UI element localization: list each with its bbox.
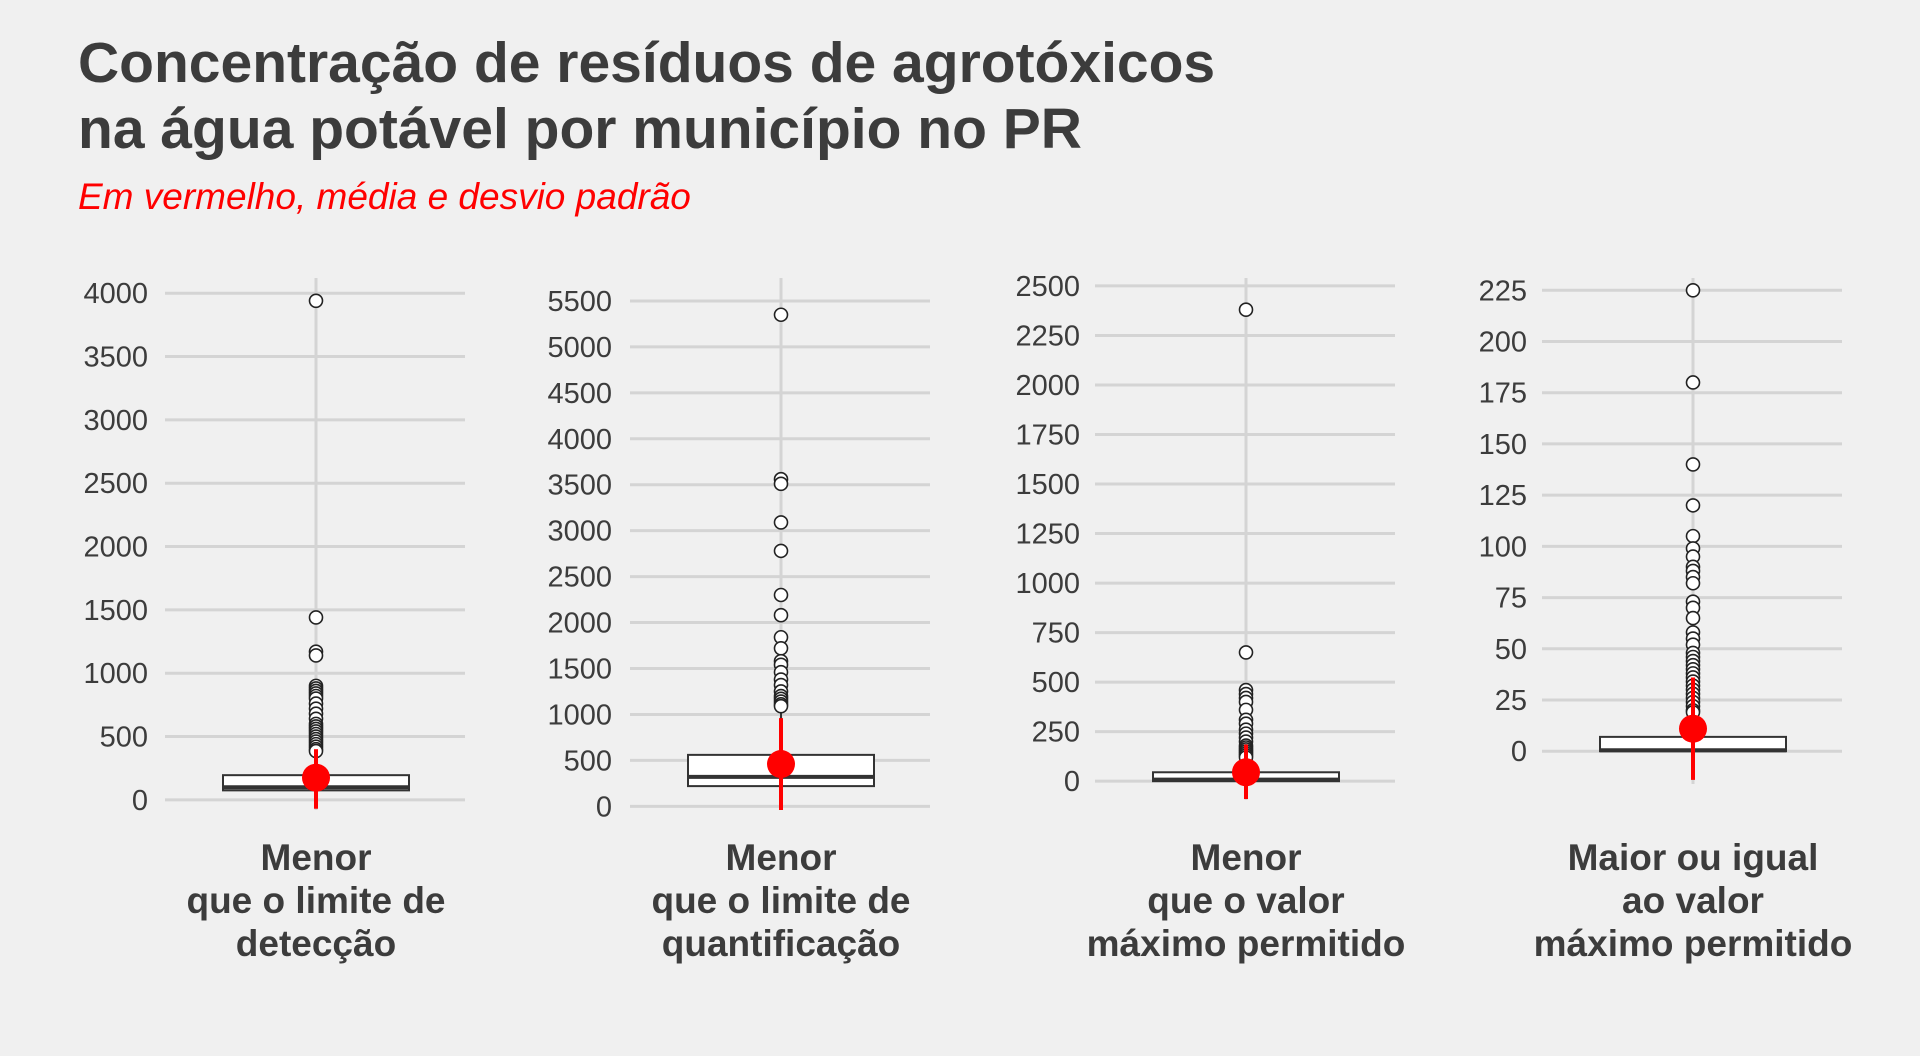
outlier-point-panel-1-3 xyxy=(308,648,324,663)
y-tick-label-panel-2-2: 1000 xyxy=(547,699,612,731)
chart-title-line-1: Concentração de resíduos de agrotóxicos xyxy=(78,31,1216,95)
y-tick-label-panel-1-0: 0 xyxy=(132,785,148,817)
y-tick-label-panel-3-9: 2250 xyxy=(1015,320,1080,352)
y-tick-label-panel-4-9: 225 xyxy=(1479,275,1527,307)
category-label-panel-4-line-3: máximo permitido xyxy=(1534,923,1853,964)
y-tick-label-panel-3-2: 500 xyxy=(1032,667,1080,699)
outlier-point-panel-4-0 xyxy=(1685,282,1701,298)
y-tick-label-panel-3-8: 2000 xyxy=(1015,370,1080,402)
category-label-panel-3-line-1: Menor xyxy=(1191,837,1302,878)
chart-title: Concentração de resíduos de agrotóxicos … xyxy=(78,30,1478,162)
y-tick-label-panel-2-1: 500 xyxy=(564,745,612,777)
mean-point-panel-1 xyxy=(302,763,330,792)
y-tick-label-panel-2-9: 4500 xyxy=(547,378,612,410)
category-label-panel-4-line-1: Maior ou igual xyxy=(1568,837,1819,878)
y-tick-label-panel-1-3: 1500 xyxy=(83,595,148,627)
outlier-point-panel-2-4 xyxy=(773,543,789,559)
y-tick-label-panel-4-1: 25 xyxy=(1495,685,1527,717)
y-tick-label-panel-1-5: 2500 xyxy=(83,468,148,500)
outlier-point-panel-2-19 xyxy=(773,698,789,714)
y-tick-label-panel-4-3: 75 xyxy=(1495,583,1527,615)
y-tick-label-panel-3-7: 1750 xyxy=(1015,420,1080,452)
outlier-point-panel-3-1 xyxy=(1238,645,1254,660)
y-tick-label-panel-4-4: 100 xyxy=(1479,531,1527,563)
y-tick-label-panel-1-4: 2000 xyxy=(83,532,148,564)
y-tick-label-panel-2-4: 2000 xyxy=(547,608,612,640)
y-tick-label-panel-1-8: 4000 xyxy=(83,278,148,310)
y-tick-label-panel-2-0: 0 xyxy=(596,791,612,823)
y-tick-label-panel-2-11: 5500 xyxy=(547,286,612,318)
y-tick-label-panel-2-10: 5000 xyxy=(547,332,612,364)
y-tick-label-panel-3-4: 1000 xyxy=(1015,568,1080,600)
category-label-panel-3-line-2: que o valor xyxy=(1147,880,1344,921)
y-tick-label-panel-2-3: 1500 xyxy=(547,654,612,686)
outlier-point-panel-2-0 xyxy=(773,307,789,323)
y-tick-label-panel-1-2: 1000 xyxy=(83,658,148,690)
mean-point-panel-3 xyxy=(1232,758,1260,787)
y-tick-label-panel-3-6: 1500 xyxy=(1015,469,1080,501)
outlier-point-panel-4-3 xyxy=(1685,498,1701,513)
outlier-point-panel-2-3 xyxy=(773,515,789,530)
outlier-point-panel-2-5 xyxy=(773,587,789,603)
category-label-panel-2-line-1: Menor xyxy=(726,837,837,878)
outlier-point-panel-4-4 xyxy=(1685,528,1701,544)
y-tick-label-panel-4-8: 200 xyxy=(1479,327,1527,359)
y-tick-label-panel-3-5: 1250 xyxy=(1015,519,1080,551)
category-label-panel-2-line-2: que o limite de xyxy=(651,880,910,921)
mean-point-panel-4 xyxy=(1679,714,1707,743)
y-tick-label-panel-4-7: 175 xyxy=(1479,378,1527,410)
outlier-point-panel-2-2 xyxy=(773,476,789,492)
outlier-point-panel-1-1 xyxy=(308,610,324,625)
chart-subtitle: Em vermelho, média e desvio padrão xyxy=(78,176,691,217)
category-label-panel-3-line-3: máximo permitido xyxy=(1087,923,1406,964)
outlier-point-panel-2-8 xyxy=(773,640,789,656)
outlier-point-panel-4-10 xyxy=(1685,575,1701,591)
outlier-point-panel-4-13 xyxy=(1685,610,1701,626)
category-label-panel-2-line-3: quantificação xyxy=(662,923,901,964)
y-tick-label-panel-1-7: 3500 xyxy=(83,342,148,374)
mean-point-panel-2 xyxy=(767,750,795,779)
y-tick-label-panel-2-8: 4000 xyxy=(547,424,612,456)
y-tick-label-panel-3-10: 2500 xyxy=(1015,271,1080,303)
outlier-point-panel-1-0 xyxy=(308,293,324,309)
y-tick-label-panel-4-6: 150 xyxy=(1479,429,1527,461)
y-tick-label-panel-3-1: 250 xyxy=(1032,717,1080,749)
y-tick-label-panel-4-0: 0 xyxy=(1511,736,1527,768)
y-tick-label-panel-2-5: 2500 xyxy=(547,562,612,594)
y-tick-label-panel-4-5: 125 xyxy=(1479,480,1527,512)
y-tick-label-panel-3-0: 0 xyxy=(1064,766,1080,798)
y-tick-label-panel-4-2: 50 xyxy=(1495,634,1527,666)
y-tick-label-panel-1-1: 500 xyxy=(100,722,148,754)
category-label-panel-1-line-3: detecção xyxy=(236,923,396,964)
category-label-panel-1-line-2: que o limite de xyxy=(186,880,445,921)
outlier-point-panel-3-0 xyxy=(1238,302,1254,317)
outlier-point-panel-4-1 xyxy=(1685,375,1701,390)
outlier-point-panel-4-2 xyxy=(1685,457,1701,472)
y-tick-label-panel-2-7: 3500 xyxy=(547,470,612,502)
y-tick-label-panel-2-6: 3000 xyxy=(547,516,612,548)
category-label-panel-1-line-1: Menor xyxy=(261,837,372,878)
category-label-panel-4-line-2: ao valor xyxy=(1622,880,1764,921)
y-tick-label-panel-1-6: 3000 xyxy=(83,405,148,437)
chart-title-line-2: na água potável por município no PR xyxy=(78,97,1082,161)
outlier-point-panel-2-6 xyxy=(773,607,789,623)
y-tick-label-panel-3-3: 750 xyxy=(1032,618,1080,650)
